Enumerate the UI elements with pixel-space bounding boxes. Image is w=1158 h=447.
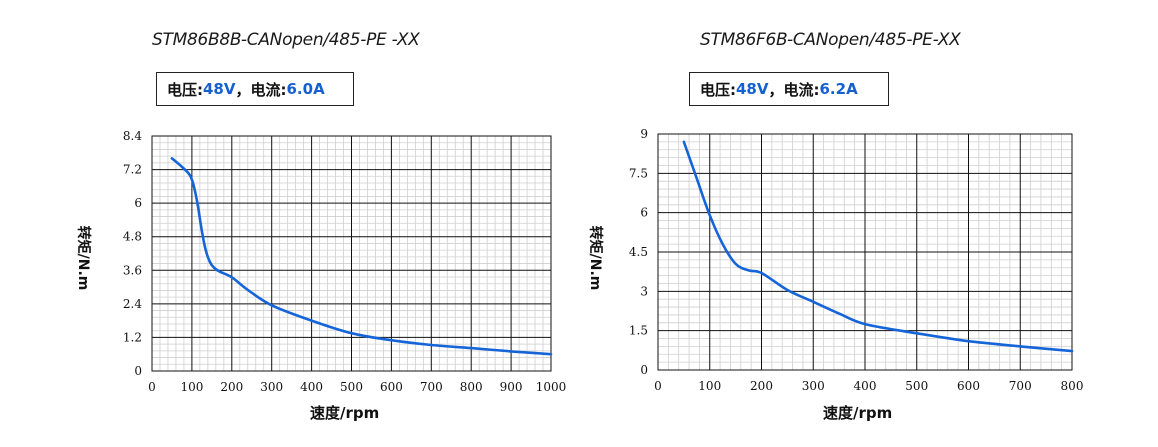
current-label: 电流: (250, 80, 287, 99)
x-axis-label: 速度/rpm (310, 404, 380, 422)
spec-separator: ， (235, 80, 251, 99)
y-axis-label: 转矩/N.m (75, 225, 91, 291)
voltage-label: 电压: (700, 80, 736, 99)
x-tick-label: 700 (1009, 379, 1032, 393)
y-axis-label: 转矩/N.m (587, 225, 603, 291)
x-tick-label: 400 (300, 380, 323, 394)
y-tick-label: 3 (640, 284, 648, 298)
current-value: 6.2A (819, 80, 858, 98)
y-tick-label: 0 (640, 363, 648, 377)
y-tick-label: 4.5 (629, 245, 648, 259)
y-tick-label: 4.8 (123, 230, 142, 244)
chart-panel-right: STM86F6B-CANopen/485-PE-XX 电压: 48V ， 电流:… (579, 0, 1158, 447)
y-tick-label: 1.5 (629, 324, 648, 338)
y-tick-label: 6 (134, 196, 142, 210)
chart-title: STM86B8B-CANopen/485-PE -XX (152, 30, 420, 50)
chart-title: STM86F6B-CANopen/485-PE-XX (700, 30, 961, 50)
y-tick-label: 9 (640, 127, 648, 141)
chart-panel-left: STM86B8B-CANopen/485-PE -XX 电压: 48V ， 电流… (74, 30, 567, 422)
minor-grid (152, 136, 551, 371)
x-axis-label: 速度/rpm (823, 404, 893, 422)
current-label: 电流: (783, 80, 820, 99)
x-tick-label: 100 (698, 379, 721, 393)
y-tick-label: 3.6 (123, 263, 142, 277)
x-tick-label: 100 (180, 380, 203, 394)
y-tick-label: 2.4 (123, 297, 142, 311)
y-tick-label: 7.2 (123, 163, 142, 177)
spec-box: 电压: 48V ， 电流: 6.2A (689, 72, 889, 106)
torque-curve (170, 157, 553, 356)
y-axis-label-wrap: 转矩/N.m (74, 188, 94, 328)
plot-frame (151, 135, 552, 372)
x-tick-label: 300 (260, 380, 283, 394)
x-tick-label: 400 (854, 379, 877, 393)
y-axis-label-wrap: 转矩/N.m (586, 188, 606, 328)
x-tick-label: 1000 (536, 380, 567, 394)
voltage-value: 48V (736, 80, 769, 98)
x-tick-label: 600 (380, 380, 403, 394)
spec-box: 电压: 48V ， 电流: 6.0A (156, 72, 354, 106)
y-tick-label: 8.4 (123, 129, 142, 143)
y-tick-label: 1.2 (123, 330, 142, 344)
x-tick-label: 500 (905, 379, 928, 393)
x-tick-label: 900 (500, 380, 523, 394)
x-tick-label: 0 (148, 380, 156, 394)
x-tick-label: 500 (340, 380, 363, 394)
plot-frame (657, 133, 1073, 371)
x-tick-label: 300 (802, 379, 825, 393)
y-tick-label: 0 (134, 364, 142, 378)
voltage-value: 48V (203, 80, 236, 98)
x-tick-label: 200 (220, 380, 243, 394)
x-tick-label: 800 (1061, 379, 1084, 393)
x-tick-label: 200 (750, 379, 773, 393)
y-tick-label: 6 (640, 206, 648, 220)
y-tick-label: 7.5 (629, 166, 648, 180)
x-tick-label: 0 (654, 379, 662, 393)
current-value: 6.0A (286, 80, 325, 98)
x-tick-label: 600 (957, 379, 980, 393)
torque-curve (682, 140, 1074, 353)
major-grid (151, 135, 552, 372)
torque-speed-plot: 0 100 200 300 400 500 600 700 800 900 1000 0 1.2 2.4 3… (123, 129, 567, 394)
spec-separator: ， (768, 80, 784, 99)
voltage-label: 电压: (167, 80, 203, 99)
x-tick-label: 800 (460, 380, 483, 394)
x-tick-label: 700 (420, 380, 443, 394)
torque-speed-plot: 0 100 200 300 400 500 600 700 800 0 1.5 3 4.5 6 7.5 9 (629, 127, 1084, 393)
